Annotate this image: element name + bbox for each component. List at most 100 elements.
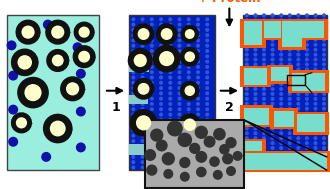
Ellipse shape (178, 29, 181, 31)
Ellipse shape (297, 93, 300, 95)
Ellipse shape (160, 145, 162, 148)
Ellipse shape (181, 25, 199, 43)
Ellipse shape (306, 73, 308, 76)
Ellipse shape (280, 53, 282, 56)
Ellipse shape (77, 143, 85, 152)
Ellipse shape (323, 137, 325, 139)
Ellipse shape (178, 161, 181, 163)
Ellipse shape (150, 60, 153, 63)
Ellipse shape (314, 48, 317, 51)
Ellipse shape (297, 161, 300, 164)
Ellipse shape (44, 20, 52, 29)
Ellipse shape (132, 97, 135, 100)
Ellipse shape (254, 93, 257, 95)
Ellipse shape (187, 140, 190, 142)
Ellipse shape (197, 103, 199, 105)
Ellipse shape (263, 14, 265, 17)
Ellipse shape (288, 147, 291, 149)
Ellipse shape (297, 102, 300, 105)
Ellipse shape (297, 19, 300, 22)
Ellipse shape (263, 127, 265, 130)
Ellipse shape (254, 152, 257, 154)
Ellipse shape (160, 71, 162, 74)
Ellipse shape (271, 161, 274, 164)
Bar (129, 15, 214, 170)
Ellipse shape (178, 50, 181, 52)
Ellipse shape (263, 73, 265, 76)
Ellipse shape (323, 63, 325, 66)
Ellipse shape (254, 142, 257, 144)
Ellipse shape (323, 24, 325, 26)
Ellipse shape (246, 117, 248, 120)
Ellipse shape (263, 34, 265, 36)
Ellipse shape (169, 55, 172, 58)
Ellipse shape (132, 76, 135, 79)
Ellipse shape (263, 58, 265, 61)
Ellipse shape (271, 156, 274, 159)
Ellipse shape (306, 107, 308, 110)
Ellipse shape (254, 117, 257, 120)
Ellipse shape (187, 145, 190, 148)
Ellipse shape (197, 156, 199, 158)
Ellipse shape (314, 58, 317, 61)
Ellipse shape (254, 102, 257, 105)
Ellipse shape (323, 147, 325, 149)
Ellipse shape (206, 23, 209, 26)
Ellipse shape (141, 50, 144, 52)
Ellipse shape (288, 117, 291, 120)
Ellipse shape (150, 150, 153, 153)
Ellipse shape (51, 26, 64, 39)
Ellipse shape (169, 66, 172, 68)
Ellipse shape (254, 122, 257, 125)
Ellipse shape (263, 24, 265, 26)
Ellipse shape (263, 48, 265, 51)
Ellipse shape (197, 161, 199, 163)
Ellipse shape (197, 66, 199, 68)
Ellipse shape (197, 140, 199, 142)
Ellipse shape (178, 113, 181, 116)
Ellipse shape (314, 29, 317, 31)
Ellipse shape (21, 26, 35, 39)
Ellipse shape (169, 81, 172, 84)
Ellipse shape (246, 73, 248, 76)
Ellipse shape (220, 145, 229, 154)
Ellipse shape (132, 161, 135, 163)
Ellipse shape (271, 14, 274, 17)
Ellipse shape (169, 92, 172, 95)
Ellipse shape (246, 58, 248, 61)
Ellipse shape (280, 24, 282, 26)
Ellipse shape (246, 127, 248, 130)
Ellipse shape (280, 137, 282, 139)
Ellipse shape (314, 147, 317, 149)
Ellipse shape (134, 54, 147, 67)
Ellipse shape (141, 71, 144, 74)
Ellipse shape (314, 98, 317, 100)
Ellipse shape (246, 29, 248, 31)
Ellipse shape (314, 78, 317, 81)
Ellipse shape (206, 119, 209, 121)
Ellipse shape (297, 68, 300, 71)
Ellipse shape (246, 53, 248, 56)
Ellipse shape (297, 137, 300, 139)
Ellipse shape (150, 129, 153, 132)
Ellipse shape (246, 43, 248, 46)
Ellipse shape (132, 81, 135, 84)
Ellipse shape (271, 117, 274, 120)
Ellipse shape (197, 81, 199, 84)
Ellipse shape (323, 142, 325, 144)
Ellipse shape (323, 68, 325, 71)
Ellipse shape (141, 103, 144, 105)
Ellipse shape (160, 81, 162, 84)
Ellipse shape (246, 156, 248, 159)
Ellipse shape (187, 129, 190, 132)
Ellipse shape (7, 41, 16, 50)
Ellipse shape (187, 134, 190, 137)
Ellipse shape (297, 142, 300, 144)
Ellipse shape (169, 119, 172, 121)
Ellipse shape (169, 161, 172, 163)
Ellipse shape (323, 19, 325, 22)
Ellipse shape (263, 137, 265, 139)
Ellipse shape (254, 83, 257, 85)
Bar (274, 111, 294, 127)
Ellipse shape (323, 73, 325, 76)
